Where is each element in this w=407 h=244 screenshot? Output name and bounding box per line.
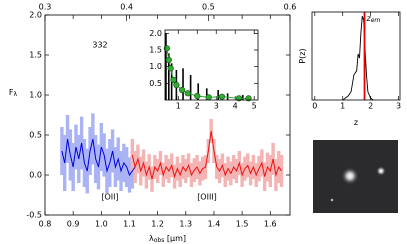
series-line — [61, 138, 136, 177]
label-subscript: obs — [154, 237, 165, 244]
line-annotation: [OIII] — [197, 193, 217, 202]
axis-label: Fλ — [9, 88, 18, 98]
series-line — [131, 130, 282, 180]
point — [178, 86, 186, 94]
galaxy — [341, 167, 359, 185]
y-tick-label: 0.0 — [29, 171, 42, 180]
point — [184, 90, 191, 97]
x-tick-label: 0.9 — [67, 220, 80, 229]
x2-tick-label: 0.6 — [284, 3, 297, 12]
axis-label: P(z) — [298, 48, 307, 63]
x-tick-label: 1.3 — [179, 220, 192, 229]
label-text: z — [354, 118, 358, 127]
series-line — [342, 16, 374, 101]
y-tick-label: 0.5 — [149, 79, 162, 88]
label-unit: [μm] — [164, 234, 186, 243]
y-tick-label: 1.0 — [149, 62, 162, 71]
point — [163, 45, 170, 52]
label-text: F — [9, 88, 14, 97]
axis-label: λobs [μm] — [149, 234, 186, 244]
point — [167, 65, 174, 72]
label-subscript: λ — [14, 91, 18, 98]
x-tick-label: 1 — [340, 102, 345, 111]
x-tick-label: 0 — [312, 102, 317, 111]
cutout-image — [313, 140, 398, 213]
point — [165, 56, 172, 64]
x-tick-label: 1.6 — [264, 220, 277, 229]
neighbor — [376, 166, 386, 176]
x-tick-label: 1.0 — [95, 220, 108, 229]
point — [218, 93, 226, 100]
x-tick-label: 1 — [176, 102, 181, 111]
faint-source — [330, 198, 334, 202]
x-tick-label: 2 — [368, 102, 373, 111]
label-text: P(z) — [298, 48, 307, 63]
axes-frame — [311, 11, 401, 101]
x-tick-label: 1.4 — [208, 220, 221, 229]
x-tick-label: 3 — [214, 102, 219, 111]
x2-tick-label: 0.5 — [202, 3, 215, 12]
label-subscript: em — [371, 17, 381, 24]
axes-frame — [164, 29, 259, 101]
point — [194, 92, 201, 100]
x2-tick-label: 0.3 — [39, 3, 52, 12]
x-tick-label: 1.5 — [236, 220, 249, 229]
redshift-label: zem — [366, 14, 381, 24]
point — [173, 81, 180, 89]
label-text: λ — [149, 234, 154, 243]
y-tick-label: 2.0 — [149, 29, 162, 38]
axes-frame — [44, 14, 291, 216]
y-tick-label: 1.5 — [29, 51, 42, 60]
x-tick-label: 4 — [233, 102, 238, 111]
line-annotation: [OII] — [101, 193, 118, 202]
axis-label: z — [354, 118, 358, 127]
label-text: z — [366, 14, 372, 23]
y-tick-label: 0.5 — [29, 131, 42, 140]
x-tick-label: 0.8 — [39, 220, 52, 229]
panel-id: 332 — [92, 41, 107, 50]
y-tick-label: 1.0 — [29, 91, 42, 100]
x-tick-label: 1.2 — [151, 220, 164, 229]
x2-tick-label: 0.4 — [120, 3, 133, 12]
x-tick-label: 2 — [195, 102, 200, 111]
point — [170, 76, 177, 84]
point — [205, 94, 212, 101]
y-tick-label: 2.0 — [29, 11, 42, 20]
x-tick-label: 5 — [252, 102, 257, 111]
x-tick-label: 3 — [396, 102, 401, 111]
x-tick-label: 1.1 — [123, 220, 136, 229]
y-tick-label: -0.5 — [26, 211, 42, 220]
y-tick-label: 1.5 — [149, 46, 162, 55]
